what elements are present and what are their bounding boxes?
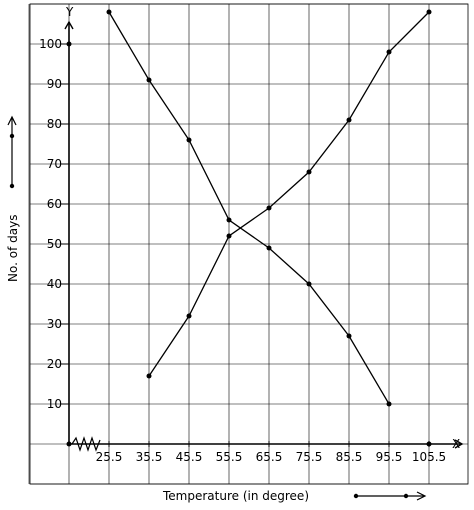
x-tick-label: 105.5 <box>412 450 446 464</box>
y-axis-start-dot <box>66 41 72 47</box>
x-tick-label: 45.5 <box>176 450 203 464</box>
x-axis-arrow <box>454 439 464 449</box>
x-tick-label: 35.5 <box>136 450 163 464</box>
x-tick-label: 95.5 <box>376 450 403 464</box>
data-point <box>106 9 112 15</box>
data-point <box>386 401 392 407</box>
data-point <box>306 281 312 287</box>
data-point <box>146 373 152 379</box>
x-axis-letter: X <box>452 437 460 451</box>
x-tick-label: 65.5 <box>256 450 283 464</box>
origin-dot <box>66 441 72 447</box>
y-tick-label: 80 <box>47 117 62 131</box>
x-tick-label: 75.5 <box>296 450 323 464</box>
data-point <box>386 49 392 55</box>
y-tick-label: 20 <box>47 357 62 371</box>
data-point <box>146 77 152 83</box>
arrow-dot <box>9 133 15 139</box>
y-tick-label: 10 <box>47 397 62 411</box>
arrow-dot <box>353 493 359 499</box>
data-point <box>346 333 352 339</box>
up-arrow-icon <box>7 115 17 126</box>
y-tick-label: 60 <box>47 197 62 211</box>
y-axis-arrow <box>64 20 74 30</box>
axis-break-icon <box>71 436 101 452</box>
y-tick-label: 40 <box>47 277 62 291</box>
tick-labels: 25.5 35.5 45.5 55.5 65.5 75.5 85.5 95.5 105.5 10 2… <box>39 37 446 464</box>
y-tick-label: 70 <box>47 157 62 171</box>
x-tick-label: 85.5 <box>336 450 363 464</box>
data-point <box>226 233 232 239</box>
data-point <box>226 217 232 223</box>
y-axis-title: No. of days <box>6 215 20 282</box>
arrow-dot <box>9 183 15 189</box>
y-tick-label: 100 <box>39 37 62 51</box>
x-tick-label: 25.5 <box>96 450 123 464</box>
x-axis-title: Temperature (in degree) <box>162 489 309 503</box>
y-tick-label: 30 <box>47 317 62 331</box>
decorations <box>7 41 432 501</box>
right-arrow-icon <box>416 491 427 501</box>
data-point <box>186 137 192 143</box>
data-point <box>426 9 432 15</box>
axes <box>64 20 464 449</box>
series-line-1 <box>108 11 390 405</box>
y-axis-letter: Y <box>65 5 74 19</box>
x-tick-label: 55.5 <box>216 450 243 464</box>
data-point <box>266 245 272 251</box>
data-point <box>346 117 352 123</box>
series-line-2 <box>148 11 430 377</box>
x-axis-end-dot <box>426 441 432 447</box>
data-point <box>186 313 192 319</box>
y-tick-label: 90 <box>47 77 62 91</box>
series-group <box>106 9 432 407</box>
y-tick-label: 50 <box>47 237 62 251</box>
arrow-dot <box>403 493 409 499</box>
data-point <box>266 205 272 211</box>
data-point <box>306 169 312 175</box>
